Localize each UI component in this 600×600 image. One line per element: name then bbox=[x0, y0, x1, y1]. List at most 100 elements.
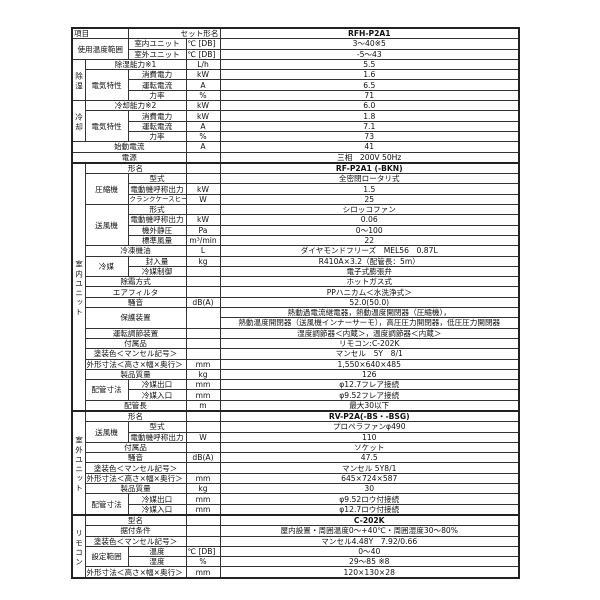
row-unit: mm bbox=[185, 472, 221, 485]
row-value: 5.5 bbox=[219, 58, 520, 71]
row-value: 71 bbox=[219, 89, 520, 102]
row-label: 保護装置 bbox=[84, 307, 187, 329]
row-label: 封入量 bbox=[127, 255, 187, 267]
row-unit: m³/min bbox=[185, 234, 221, 247]
row-value: 645×724×587 bbox=[219, 472, 520, 485]
row-label: 冷媒入口 bbox=[127, 503, 187, 516]
row-value: マンセル 5Y8/1 bbox=[219, 462, 520, 474]
row-unit bbox=[185, 421, 221, 433]
row-value: 0～100 bbox=[219, 224, 520, 236]
row-value: 3～40※5 bbox=[219, 38, 520, 50]
row-label: 電動機呼称出力 bbox=[127, 183, 187, 195]
table-row: 冷媒入口 mm φ9.52フレア接続 bbox=[72, 389, 520, 401]
row-label: 室外ユニット bbox=[127, 48, 187, 60]
row-label: 形名 bbox=[84, 410, 187, 423]
table-row: 保護装置 熱動過電流継電器，熱動温度開閉器（圧縮機）， bbox=[72, 307, 520, 329]
row-unit bbox=[185, 525, 221, 537]
group-label: 冷媒 bbox=[84, 255, 129, 278]
row-unit bbox=[185, 265, 221, 278]
row-unit: mm bbox=[185, 379, 221, 391]
item-header: 項目 bbox=[71, 27, 129, 40]
row-value: 0.06 bbox=[219, 214, 520, 226]
row-label: 製品質量 bbox=[84, 483, 187, 495]
row-unit: mm bbox=[185, 503, 221, 516]
row-label: エアフィルタ bbox=[84, 286, 187, 298]
row-label: 据付条件 bbox=[84, 525, 187, 537]
row-value: 1.5 bbox=[219, 183, 520, 195]
group-label: 送風機 bbox=[84, 204, 129, 247]
row-label: 室内ユニット bbox=[127, 38, 187, 50]
row-value: -5～43 bbox=[219, 48, 520, 60]
group-label: 電気特性 bbox=[84, 69, 129, 102]
row-unit bbox=[185, 307, 221, 329]
row-label: 配管長 bbox=[84, 399, 187, 412]
row-unit: % bbox=[185, 89, 221, 102]
row-unit bbox=[185, 441, 221, 454]
group-label: 配管寸法 bbox=[84, 493, 129, 516]
row-unit bbox=[185, 513, 221, 527]
table-row: 製品質量 kg 126 bbox=[72, 368, 520, 381]
row-unit: L/h bbox=[185, 58, 221, 71]
table-row: 配管寸法 冷媒出口 mm φ9.52ロウ付接続 bbox=[72, 493, 520, 516]
group-label: 電気特性 bbox=[84, 110, 129, 143]
row-unit: % bbox=[185, 130, 221, 143]
table-row: 始動電流 A 41 bbox=[71, 141, 520, 153]
row-label: 付属品 bbox=[84, 441, 187, 454]
table-row: 室内ユニット 形名 RF-P2A1 (-BKN) bbox=[71, 161, 520, 412]
row-unit: kg bbox=[185, 255, 221, 267]
table-row: 電動機呼称出力 kW 0.06 bbox=[72, 214, 520, 226]
row-unit bbox=[185, 410, 221, 423]
row-unit: W bbox=[185, 431, 221, 443]
table-row: 標準風量 m³/min 22 bbox=[72, 234, 520, 247]
row-label: 電源 bbox=[71, 151, 187, 164]
table-row: 製品質量 kg 30 bbox=[72, 483, 520, 495]
table-row: 配管寸法 冷媒出口 mm φ12.7フレア接続 bbox=[72, 379, 520, 401]
table-row: 送風機 形式 シロッコファン bbox=[72, 204, 520, 247]
row-value-line2: 熱動温度開閉器（送風機インナーサーモ），高圧圧力開閉器，低圧圧力開閉器 bbox=[219, 317, 520, 329]
row-label: 型式 bbox=[127, 421, 187, 433]
row-unit: mm bbox=[185, 389, 221, 401]
row-label: 冷媒出口 bbox=[127, 493, 187, 505]
group-label: 配管寸法 bbox=[84, 379, 129, 401]
table-row: 機外静圧 Pa 0～100 bbox=[72, 224, 520, 236]
row-value: 47.5 bbox=[219, 452, 520, 464]
row-value: 熱動過電流継電器，熱動温度開閉器（圧縮機）， bbox=[219, 307, 520, 319]
row-value: マンセル 5Y 8/1 bbox=[219, 348, 520, 360]
set-model-value: RFH-P2A1 bbox=[219, 27, 520, 40]
table-row: 電動機呼称出力 W 110 bbox=[72, 431, 520, 443]
table-row: 塗装色＜マンセル記号＞ マンセル4.48Y 7.92/0.66 bbox=[72, 535, 520, 547]
table-row: 外形寸法＜高さ×幅×奥行＞ mm 645×724×587 bbox=[72, 472, 520, 485]
row-unit: kW bbox=[185, 69, 221, 81]
row-label: 消費電力 bbox=[127, 110, 187, 122]
table-row: 送風機 型式 プロペラファンφ490 bbox=[72, 421, 520, 443]
row-value: RF-P2A1 (-BKN) bbox=[219, 161, 520, 175]
group-label: 送風機 bbox=[84, 421, 129, 443]
group-label: 設定範囲 bbox=[84, 545, 129, 568]
table-row: 騒音 dB(A) 52.0(50.0) bbox=[72, 296, 520, 309]
row-unit: kg bbox=[185, 368, 221, 381]
table-row: 除霜方式 ホットガス式 bbox=[72, 276, 520, 288]
row-value: 22 bbox=[219, 234, 520, 247]
row-label: 除霜方式 bbox=[84, 276, 187, 288]
row-label: 騒音 bbox=[84, 452, 187, 464]
row-value: 110 bbox=[219, 431, 520, 443]
row-unit: dB(A) bbox=[185, 452, 221, 464]
table-row: 塗装色＜マンセル記号＞ マンセル 5Y 8/1 bbox=[72, 348, 520, 360]
table-row: 冷媒制御 電子式膨張弁 bbox=[72, 265, 520, 278]
row-label: 騒音 bbox=[84, 296, 187, 309]
row-label: 冷却能力※2 bbox=[84, 100, 187, 112]
table-row: 圧縮機 型式 全密閉ロータリ式 bbox=[72, 173, 520, 206]
row-label: 力率 bbox=[127, 130, 187, 143]
table-row: 湿度% 29～85 ※8 bbox=[72, 556, 520, 568]
row-unit: mm bbox=[185, 358, 221, 370]
table-row: 電源 三相 200V 50Hz bbox=[71, 151, 520, 164]
row-unit: kW bbox=[185, 110, 221, 122]
table-row: 付属品 リモコン:C-202K bbox=[72, 337, 520, 350]
row-label: 消費電力 bbox=[127, 69, 187, 81]
row-label: 機外静圧 bbox=[127, 224, 187, 236]
row-value: 25 bbox=[219, 193, 520, 206]
row-unit bbox=[185, 276, 221, 288]
row-value: ダイヤモンドフリーズ MEL56 0.87L bbox=[219, 245, 520, 257]
row-value: 73 bbox=[219, 130, 520, 143]
row-label: 型名 bbox=[84, 513, 187, 527]
